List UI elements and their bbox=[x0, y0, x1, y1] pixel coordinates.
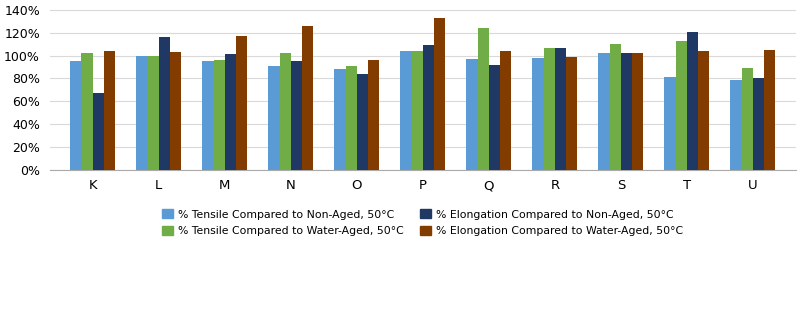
Bar bbox=[236, 36, 247, 170]
Bar bbox=[147, 56, 158, 170]
Bar bbox=[698, 51, 710, 170]
Bar bbox=[104, 51, 115, 170]
Bar bbox=[730, 80, 742, 170]
Bar bbox=[632, 53, 643, 170]
Bar bbox=[598, 53, 610, 170]
Bar bbox=[302, 26, 313, 170]
Bar bbox=[214, 60, 225, 170]
Bar bbox=[290, 61, 302, 170]
Bar bbox=[566, 57, 578, 170]
Bar bbox=[158, 37, 170, 170]
Bar bbox=[136, 56, 147, 170]
Bar bbox=[687, 32, 698, 170]
Bar bbox=[753, 78, 764, 170]
Bar bbox=[764, 50, 775, 170]
Bar bbox=[555, 47, 566, 170]
Bar bbox=[665, 77, 676, 170]
Bar bbox=[400, 51, 411, 170]
Bar bbox=[202, 61, 214, 170]
Bar bbox=[434, 18, 446, 170]
Bar bbox=[478, 28, 489, 170]
Bar bbox=[610, 44, 621, 170]
Bar bbox=[676, 41, 687, 170]
Bar bbox=[500, 51, 511, 170]
Bar bbox=[466, 59, 478, 170]
Bar bbox=[170, 52, 181, 170]
Bar bbox=[489, 65, 500, 170]
Bar bbox=[82, 53, 93, 170]
Bar bbox=[357, 74, 368, 170]
Bar bbox=[621, 53, 632, 170]
Bar bbox=[70, 61, 82, 170]
Bar bbox=[532, 58, 544, 170]
Bar bbox=[742, 68, 753, 170]
Bar bbox=[368, 60, 379, 170]
Bar bbox=[411, 51, 422, 170]
Bar bbox=[225, 54, 236, 170]
Bar bbox=[268, 66, 279, 170]
Bar bbox=[279, 53, 290, 170]
Bar bbox=[346, 66, 357, 170]
Legend: % Tensile Compared to Non-Aged, 50°C, % Tensile Compared to Water-Aged, 50°C, % : % Tensile Compared to Non-Aged, 50°C, % … bbox=[158, 205, 688, 240]
Bar bbox=[334, 69, 346, 170]
Bar bbox=[544, 47, 555, 170]
Bar bbox=[422, 45, 434, 170]
Bar bbox=[93, 93, 104, 170]
